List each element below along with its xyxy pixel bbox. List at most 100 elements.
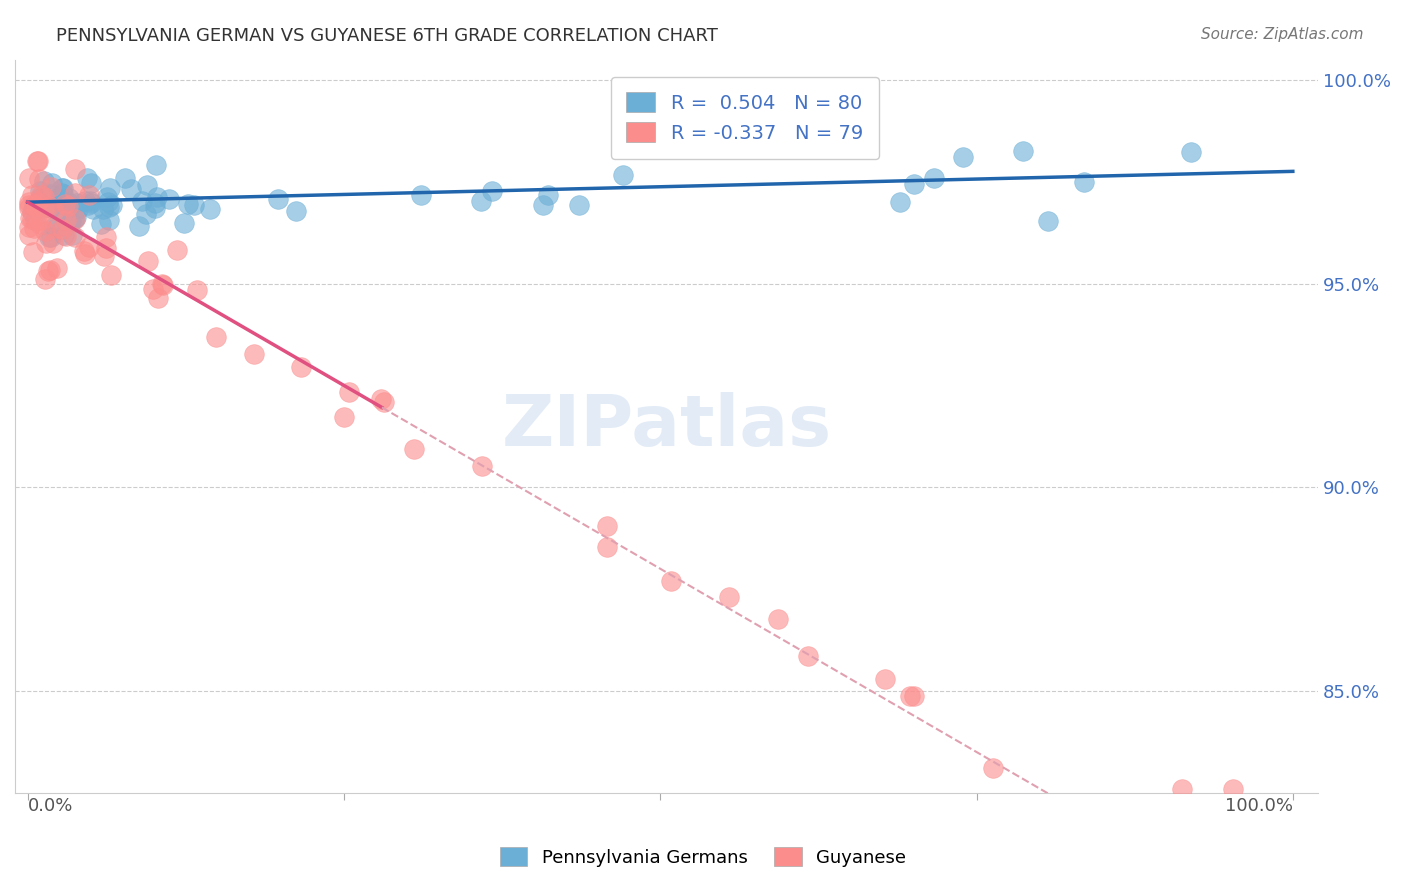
Point (97, 194, 120, 209)
Point (18, 170, 41, 185)
Point (44, 219, 66, 234)
Point (28, 171, 51, 186)
Point (143, 201, 166, 215)
Point (766, 612, 789, 626)
Point (32, 190, 55, 204)
Point (157, 192, 180, 206)
Point (537, 188, 560, 202)
Point (22, 220, 45, 235)
Point (150, 277, 173, 291)
Point (76, 198, 98, 212)
Point (25, 154, 48, 169)
Point (131, 194, 153, 208)
Point (51, 221, 73, 235)
Point (27, 154, 49, 169)
Point (659, 574, 682, 588)
Point (63, 230, 86, 244)
Point (22, 200, 45, 214)
Point (143, 196, 166, 211)
Point (18, 227, 41, 242)
Point (797, 648, 820, 663)
Point (24, 212, 46, 227)
Point (138, 254, 160, 268)
Point (903, 690, 925, 704)
Point (411, 188, 433, 202)
Point (22, 198, 45, 212)
Point (82, 202, 104, 216)
Point (889, 195, 911, 210)
Point (51, 186, 73, 200)
Point (1036, 214, 1059, 228)
Point (42, 202, 65, 217)
Point (243, 347, 266, 361)
Point (52, 181, 75, 195)
Point (176, 197, 198, 211)
Point (120, 182, 142, 196)
Point (30, 213, 52, 227)
Point (266, 192, 288, 206)
Point (24, 199, 46, 213)
Point (41, 202, 63, 216)
Point (38, 230, 60, 244)
Point (97, 213, 120, 227)
Point (77, 240, 100, 254)
Text: PENNSYLVANIA GERMAN VS GUYANESE 6TH GRADE CORRELATION CHART: PENNSYLVANIA GERMAN VS GUYANESE 6TH GRAD… (56, 27, 718, 45)
Point (135, 207, 157, 221)
Point (80, 196, 103, 211)
Point (55, 228, 77, 243)
Point (30, 188, 52, 202)
Point (30, 218, 52, 232)
Point (63, 212, 86, 227)
Point (73, 244, 96, 258)
Point (41, 176, 63, 190)
Point (53, 197, 76, 211)
Point (198, 202, 221, 217)
Point (1073, 175, 1095, 189)
Point (45, 220, 67, 235)
Point (373, 395, 395, 409)
Point (52, 186, 75, 201)
Point (145, 158, 167, 172)
Point (63, 161, 86, 176)
Point (75, 194, 97, 209)
Point (470, 194, 492, 208)
Point (18, 198, 41, 212)
Point (77, 187, 100, 202)
Point (596, 519, 619, 533)
Point (146, 189, 169, 203)
Point (332, 410, 354, 425)
Point (58, 196, 80, 211)
Point (173, 216, 195, 230)
Point (94, 230, 117, 244)
Point (52, 206, 75, 220)
Point (20, 212, 42, 227)
Point (79, 194, 101, 208)
Text: ZIPatlas: ZIPatlas (502, 392, 831, 460)
Point (37, 264, 59, 278)
Point (63, 212, 86, 227)
Point (290, 360, 312, 375)
Point (114, 170, 136, 185)
Point (59, 214, 82, 228)
Point (596, 540, 619, 554)
Text: Source: ZipAtlas.com: Source: ZipAtlas.com (1201, 27, 1364, 42)
Point (39, 230, 62, 244)
Point (18, 194, 41, 209)
Point (98, 181, 121, 195)
Point (96, 190, 118, 204)
Point (49, 202, 72, 217)
Point (20, 211, 42, 225)
Legend: Pennsylvania Germans, Guyanese: Pennsylvania Germans, Guyanese (492, 840, 914, 874)
Point (48, 193, 70, 207)
Point (94, 241, 117, 255)
Point (51, 180, 73, 194)
Point (898, 689, 921, 703)
Point (1180, 145, 1202, 159)
Point (39, 180, 62, 194)
Point (32, 173, 55, 187)
Point (41, 193, 63, 207)
Point (46, 261, 69, 276)
Point (1171, 781, 1194, 796)
Point (337, 385, 360, 400)
Point (152, 278, 174, 293)
